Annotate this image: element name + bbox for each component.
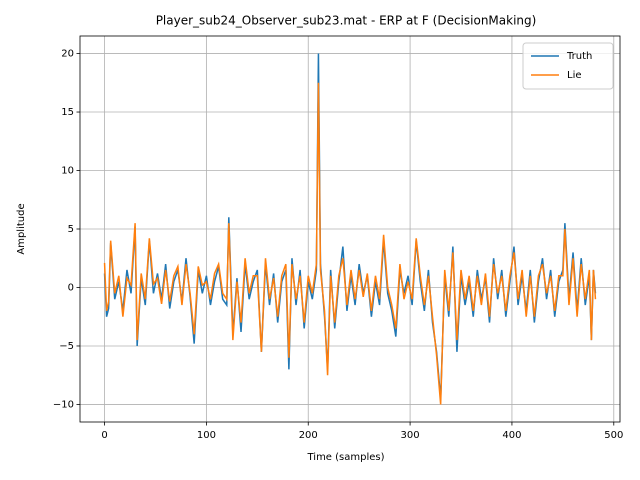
line-series [103,53,597,399]
y-tick-label: 5 [68,224,74,235]
y-tick-label: 0 [68,282,74,293]
x-axis-label: Time (samples) [306,452,384,463]
y-tick-label: 10 [61,166,74,177]
legend-label: Truth [566,51,592,62]
y-tick-label: −10 [53,399,74,410]
x-tick-label: 200 [299,430,318,441]
axes-frame [79,35,621,423]
legend-box [522,42,614,90]
line-series [103,82,597,405]
y-tick-label: 15 [61,107,74,118]
chart-title: Player_sub24_Observer_sub23.mat - ERP at… [156,14,537,28]
x-tick-label: 0 [101,430,107,441]
y-tick-label: −5 [59,341,74,352]
x-tick-label: 400 [502,430,521,441]
legend: Truth Lie [522,42,614,90]
legend-label: Lie [567,70,582,81]
x-tick-label: 500 [604,430,623,441]
x-tick-label: 300 [401,430,420,441]
y-axis-label: Amplitude [16,203,27,254]
y-tick-label: 20 [61,49,74,60]
x-tick-label: 100 [197,430,216,441]
